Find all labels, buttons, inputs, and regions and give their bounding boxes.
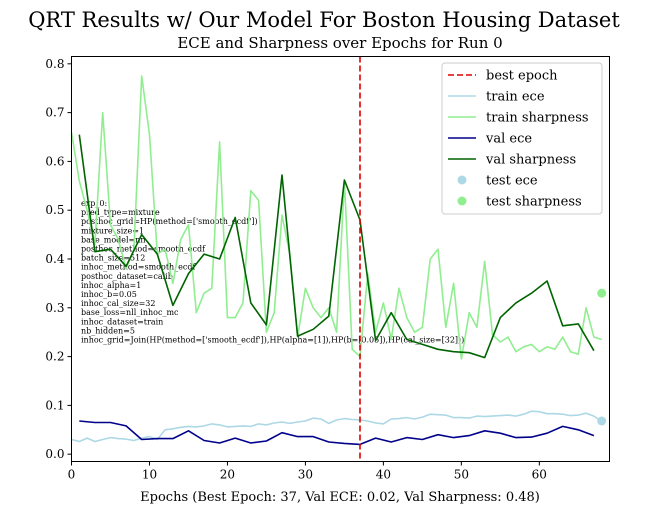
- annotation-line: batch_size=512: [81, 254, 145, 263]
- test-point-test-ece: [597, 416, 607, 426]
- x-tick-label: 60: [532, 468, 547, 482]
- annotation-line: inhoc_method=smooth_ecdf: [81, 263, 197, 272]
- legend-label-train-sharpness: train sharpness: [486, 111, 589, 126]
- x-tick-label: 10: [142, 468, 157, 482]
- y-tick-label: 0.0: [45, 447, 64, 461]
- x-tick-label: 50: [454, 468, 469, 482]
- y-tick-label: 0.4: [45, 252, 64, 266]
- legend-label-train-ece: train ece: [486, 90, 545, 105]
- legend-label-test-sharpness: test sharpness: [486, 195, 582, 210]
- x-tick-label: 40: [376, 468, 391, 482]
- legend-label-val-sharpness: val sharpness: [485, 153, 576, 168]
- plot-area: [70, 56, 607, 462]
- annotation-line: nb_hidden=5: [81, 326, 135, 335]
- annotation-line: mixture_size=1: [81, 226, 144, 235]
- legend: best epoch train ece train sharpness val ec…: [441, 62, 603, 215]
- annotation-line: inhoc_dataset=train: [81, 317, 163, 326]
- y-tick-label: 0.7: [45, 106, 64, 120]
- y-tick-label: 0.6: [45, 154, 64, 168]
- x-axis-label: Epochs (Best Epoch: 37, Val ECE: 0.02, V…: [140, 490, 540, 505]
- annotation-line: inhoc_alpha=1: [81, 281, 141, 290]
- annotation-line: base_loss=nll_inhoc_mc: [81, 308, 179, 317]
- legend-box: [441, 62, 603, 215]
- series-line-val-ece: [79, 420, 595, 446]
- x-tick-label: 0: [68, 468, 76, 482]
- config-annotation: exp_0:pred_type=mixtureposthoc_grid=HP(m…: [81, 199, 464, 345]
- x-tick-label: 20: [220, 468, 235, 482]
- chart-title: ECE and Sharpness over Epochs for Run 0: [177, 34, 502, 52]
- y-tick-label: 0.2: [45, 350, 64, 364]
- legend-label-test-ece: test ece: [486, 174, 538, 189]
- legend-label-best-epoch: best epoch: [486, 69, 558, 84]
- series-line-train-sharpness: [70, 75, 602, 360]
- test-point-test-sharpness: [597, 288, 607, 298]
- annotation-line: inhoc_cal_size=32: [81, 299, 155, 308]
- chart-suptitle: QRT Results w/ Our Model For Boston Hous…: [28, 8, 620, 32]
- legend-marker-test-sharpness: [457, 196, 467, 206]
- y-tick-label: 0.8: [45, 57, 64, 71]
- annotation-line: pred_type=mixture: [81, 208, 160, 217]
- legend-label-val-ece: val ece: [485, 132, 532, 147]
- annotation-line: base_model=nn: [81, 235, 146, 244]
- annotation-line: inhoc_b=0.05: [81, 290, 137, 299]
- axis-ticks: 0 10 20 30 40 50 60 0.0 0.1 0.2 0.3 0.4 0.5 0.6 0.7 0.8: [45, 57, 547, 482]
- annotation-line: posthoc_method=smooth_ecdf: [81, 245, 206, 254]
- annotation-line: inhoc_grid=Join(HP(method=['smooth_ecdf'…: [81, 336, 464, 345]
- annotation-line: exp_0:: [81, 199, 107, 208]
- annotation-line: posthoc_dataset=calib: [81, 272, 173, 281]
- y-tick-label: 0.5: [45, 203, 64, 217]
- series-line-train-ece: [71, 410, 603, 443]
- y-tick-label: 0.1: [45, 398, 64, 412]
- legend-marker-test-ece: [457, 175, 467, 185]
- series-line-val-sharpness: [78, 134, 595, 359]
- y-tick-label: 0.3: [45, 301, 64, 315]
- annotation-line: posthoc_grid=HP(method=['smooth_ecdf']): [81, 217, 258, 226]
- plot-frame: [71, 56, 610, 462]
- x-tick-label: 30: [298, 468, 313, 482]
